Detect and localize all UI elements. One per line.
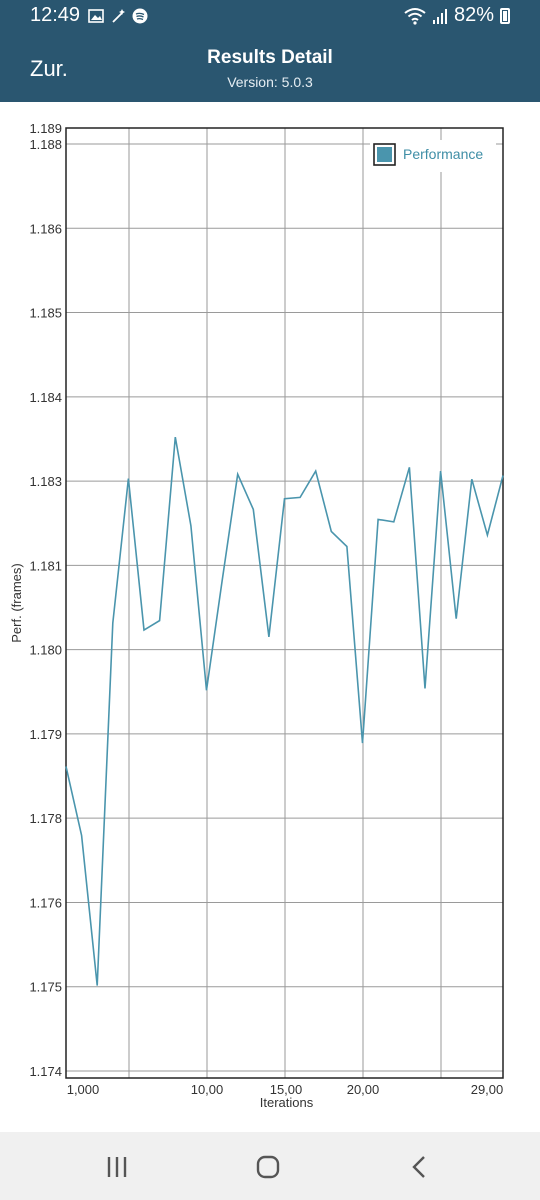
status-time: 12:49 [30,4,81,26]
back-button[interactable]: Zur. [30,56,68,81]
y-tick-label: 1.184 [29,390,62,405]
battery-percent: 82% [453,4,494,26]
app-header: Zur. Results Detail Version: 5.0.3 [0,32,540,102]
y-tick-label: 1.178 [29,811,62,826]
y-tick-label: 1.179 [29,727,62,742]
legend-swatch [377,147,392,162]
status-icons-left [88,8,148,24]
y-tick-label: 1.188 [29,137,62,152]
y-tick-label: 1.183 [29,474,62,489]
back-arrow-icon[interactable] [400,1152,440,1182]
y-tick-label: 1.176 [29,895,62,910]
x-tick-label: 20,00 [347,1082,380,1097]
status-icons-right: 82% [404,4,510,27]
recent-apps-icon[interactable] [97,1152,137,1182]
y-tick-label: 1.186 [29,221,62,236]
page-title: Results Detail [207,47,333,68]
x-tick-label: 15,00 [270,1082,303,1097]
y-tick-label: 1.189 [29,121,62,136]
y-axis-label: Perf. (frames) [9,563,24,642]
x-axis-label: Iterations [260,1095,314,1110]
x-tick-label: 29,00 [471,1082,504,1097]
navigation-bar [0,1132,540,1200]
y-tick-label: 1.185 [29,306,62,321]
version-label: Version: 5.0.3 [227,74,313,90]
image-icon [88,9,104,23]
x-tick-label: 10,00 [191,1082,224,1097]
y-tick-label: 1.180 [29,643,62,658]
legend-label: Performance [403,146,483,162]
y-tick-label: 1.174 [29,1064,62,1079]
y-tick-label: 1.181 [29,558,62,573]
status-bar: 12:49 82% [0,0,540,32]
spotify-icon [132,8,148,24]
wand-icon [112,9,125,23]
performance-series-line [65,436,504,986]
x-tick-label: 1,000 [67,1082,100,1097]
signal-icon [432,8,447,24]
y-tick-label: 1.175 [29,980,62,995]
home-icon[interactable] [248,1152,288,1182]
plot-border [65,127,504,1079]
chart-area[interactable]: 1.189 1.188 1.186 1.185 1.184 1.183 1.181 1.180… [0,102,540,1132]
wifi-icon [404,7,426,25]
battery-icon [500,7,510,24]
